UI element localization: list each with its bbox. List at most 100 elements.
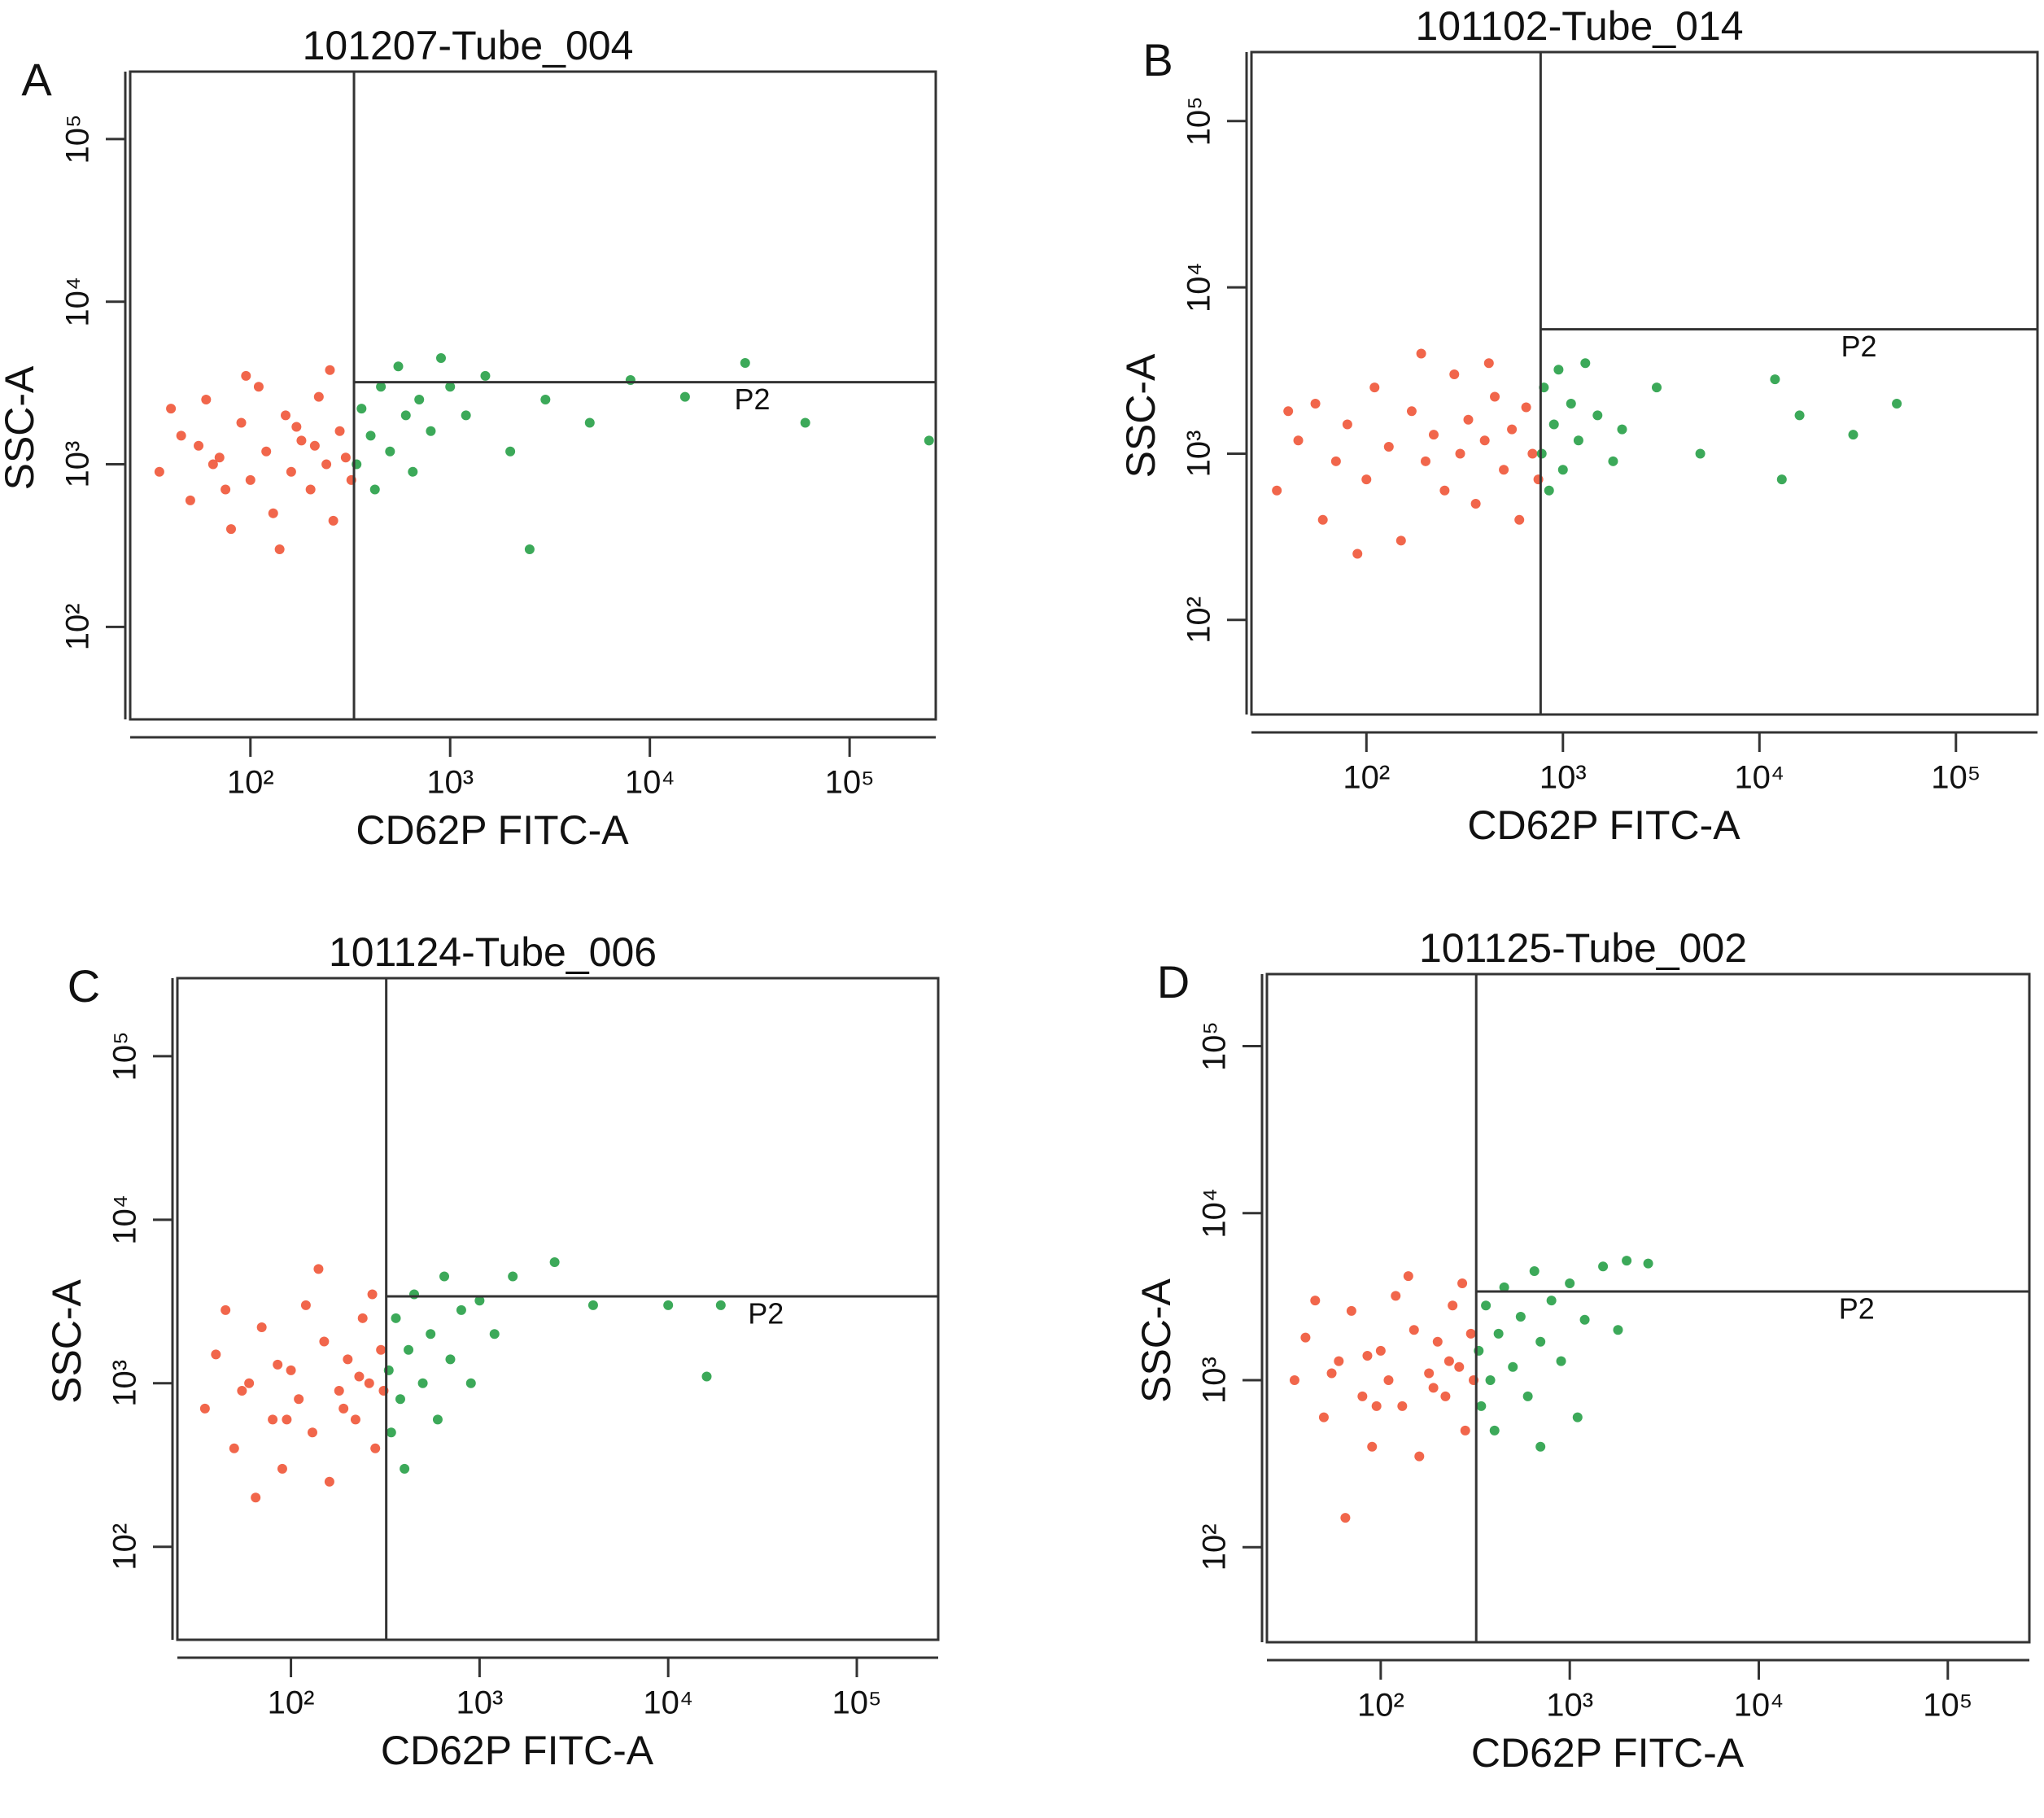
event-dot <box>256 1322 267 1332</box>
event-dot <box>584 417 595 428</box>
x-axis-title: CD62P FITC-A <box>1471 1730 1745 1776</box>
panel-letter: D <box>1157 956 1190 1007</box>
event-dot <box>313 1264 324 1274</box>
x-tick-label: 10⁴ <box>643 1685 693 1721</box>
event-dot <box>404 1344 414 1355</box>
event-dot <box>305 484 316 495</box>
event-dot <box>439 1271 450 1282</box>
event-dot <box>432 1414 443 1425</box>
event-dot <box>1330 456 1341 466</box>
event-dot <box>1449 369 1460 379</box>
event-dot <box>176 430 186 441</box>
event-dot <box>1483 358 1494 369</box>
event-dot <box>1406 406 1417 417</box>
x-axis-title: CD62P FITC-A <box>356 807 629 853</box>
event-dot <box>1457 1278 1468 1289</box>
event-dot <box>1310 398 1321 409</box>
event-dot <box>1416 348 1426 359</box>
event-dot <box>1409 1325 1419 1335</box>
panel-title: 101124-Tube_006 <box>329 929 657 975</box>
event-dot <box>625 374 635 385</box>
event-dot <box>1432 1336 1443 1347</box>
x-tick-label: 10² <box>227 765 274 801</box>
event-dot <box>1529 1265 1540 1276</box>
y-tick-label: 10⁵ <box>1181 96 1217 146</box>
y-tick-label: 10³ <box>60 441 96 488</box>
event-dot <box>274 544 285 555</box>
x-tick-label: 10⁵ <box>1923 1688 1972 1724</box>
event-dot <box>1579 1314 1590 1325</box>
event-dot <box>1548 419 1559 430</box>
event-dot <box>549 1257 560 1268</box>
event-dot <box>1362 1351 1373 1361</box>
event-dot <box>508 1271 518 1282</box>
x-tick-label: 10³ <box>1546 1688 1593 1724</box>
event-dot <box>1369 382 1380 393</box>
event-dot <box>166 404 177 414</box>
event-dot <box>1617 424 1627 435</box>
event-dot <box>328 515 338 526</box>
event-dot <box>291 422 302 432</box>
event-dot <box>1573 435 1583 446</box>
x-tick-label: 10⁵ <box>1931 760 1981 796</box>
panel-letter: C <box>68 960 100 1012</box>
event-dot <box>435 353 446 364</box>
event-dot <box>1580 358 1591 369</box>
event-dot <box>715 1300 726 1310</box>
event-dot <box>505 446 516 457</box>
event-dot <box>1346 1305 1356 1316</box>
event-dot <box>1414 1451 1425 1462</box>
event-dot <box>1428 1383 1439 1393</box>
event-dot <box>261 446 272 457</box>
event-dot <box>1395 535 1406 546</box>
event-dot <box>1490 391 1500 402</box>
event-dot <box>1489 1425 1500 1436</box>
x-tick-label: 10⁵ <box>825 765 875 801</box>
event-dot <box>1485 1375 1496 1386</box>
event-dot <box>282 1414 292 1425</box>
event-dot <box>400 1463 410 1474</box>
event-dot <box>1553 365 1564 375</box>
event-dot <box>1499 1282 1509 1292</box>
event-dot <box>1476 1401 1487 1411</box>
event-dot <box>924 435 934 446</box>
event-dot <box>1420 456 1430 466</box>
event-dot <box>445 382 456 392</box>
event-dot <box>480 370 491 381</box>
event-dot <box>1794 410 1805 421</box>
event-dot <box>1326 1368 1337 1379</box>
event-dot <box>251 1492 261 1503</box>
x-tick-label: 10⁵ <box>832 1685 881 1721</box>
y-tick-label: 10² <box>107 1523 143 1571</box>
y-tick-label: 10² <box>60 603 96 650</box>
event-dot <box>354 1371 365 1382</box>
event-dot <box>277 1463 287 1474</box>
event-dot <box>587 1300 598 1310</box>
event-dot <box>540 395 551 405</box>
event-dot <box>207 459 218 470</box>
event-dot <box>1397 1401 1408 1411</box>
y-tick-label: 10⁵ <box>1197 1021 1233 1071</box>
event-dot <box>385 446 395 457</box>
event-dot <box>245 474 256 485</box>
event-dot <box>367 1289 378 1300</box>
plot-frame <box>129 70 937 721</box>
event-dot <box>1310 1296 1321 1306</box>
event-dot <box>1522 1391 1533 1401</box>
event-dot <box>524 544 535 555</box>
event-dot <box>1892 398 1902 409</box>
event-dot <box>1371 1401 1382 1411</box>
event-dot <box>417 1378 428 1388</box>
y-tick-label: 10² <box>1181 597 1217 644</box>
gate-label: P2 <box>1841 330 1877 363</box>
event-dot <box>1592 410 1603 421</box>
event-dot <box>365 430 376 441</box>
event-dot <box>324 1476 334 1487</box>
event-dot <box>1566 398 1576 409</box>
event-dot <box>268 1414 278 1425</box>
event-dot <box>1375 1345 1386 1356</box>
event-dot <box>1403 1271 1413 1282</box>
event-dot <box>408 1289 419 1300</box>
event-dot <box>294 1394 304 1405</box>
